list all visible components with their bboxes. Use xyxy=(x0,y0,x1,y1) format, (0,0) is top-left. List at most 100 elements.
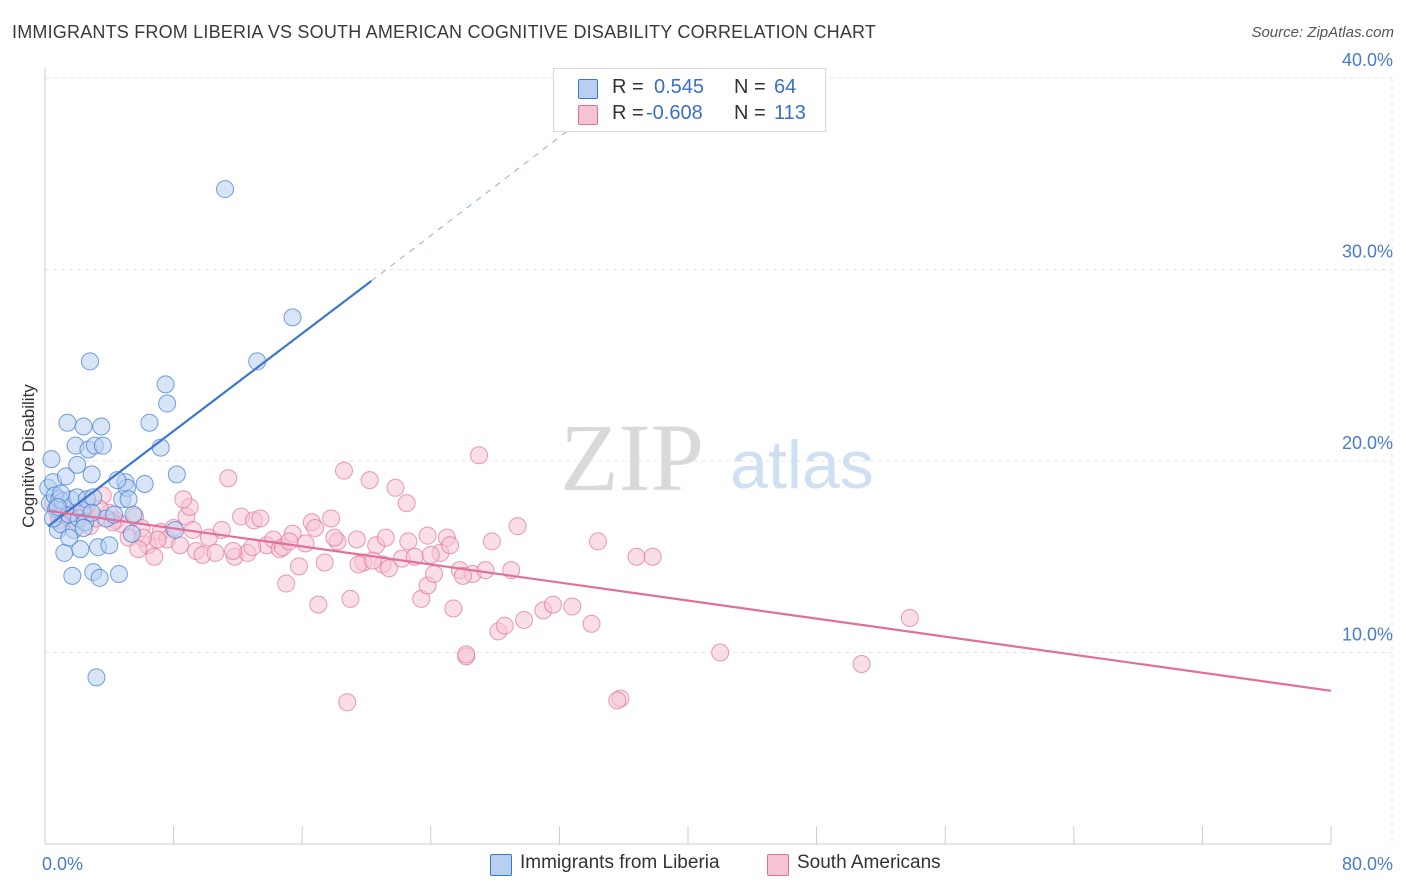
legend-r-label: R = xyxy=(612,76,644,98)
liberia-point xyxy=(109,564,128,583)
south-american-point xyxy=(627,547,646,566)
chart-title: IMMIGRANTS FROM LIBERIA VS SOUTH AMERICA… xyxy=(12,22,877,42)
liberia-point xyxy=(135,474,154,493)
south-american-point xyxy=(441,536,460,555)
south-american-point xyxy=(563,597,582,616)
liberia-point xyxy=(167,465,186,484)
liberia-point xyxy=(283,308,302,327)
liberia-point xyxy=(119,490,138,509)
liberia-point xyxy=(90,568,109,587)
tick-labels: 10.0% 20.0% 30.0% 40.0% 0.0% 80.0% xyxy=(42,50,1393,874)
legend-r-value: 0.545 xyxy=(654,76,705,98)
y-axis-label: Cognitive Disability xyxy=(19,384,38,528)
y-tick-label: 40.0% xyxy=(1342,50,1393,70)
south-american-point xyxy=(418,526,437,545)
legend-r-label: R = xyxy=(612,102,644,124)
south-american-point xyxy=(588,532,607,551)
liberia-point xyxy=(58,413,77,432)
liberia-point xyxy=(140,413,159,432)
south-american-point xyxy=(306,519,325,538)
y-tick-label: 30.0% xyxy=(1342,242,1393,262)
liberia-point xyxy=(82,465,101,484)
liberia-trend-extension xyxy=(371,112,592,282)
legend-r-value: -0.608 xyxy=(646,102,703,124)
watermark-zip: ZIP xyxy=(560,404,704,511)
liberia-point xyxy=(216,180,235,199)
south-american-point xyxy=(347,530,366,549)
bottom-legend-label: South Americans xyxy=(797,852,941,873)
liberia-point xyxy=(42,450,61,469)
liberia-point xyxy=(56,467,75,486)
y-tick-label: 20.0% xyxy=(1342,433,1393,453)
liberia-point xyxy=(63,566,82,585)
south-american-point xyxy=(174,490,193,509)
south-american-point xyxy=(852,654,871,673)
liberia-point xyxy=(74,519,93,538)
south-american-point xyxy=(399,532,418,551)
liberia-point xyxy=(124,505,143,524)
legend-swatch-pink xyxy=(578,105,598,125)
liberia-point xyxy=(68,455,87,474)
south-american-point xyxy=(380,559,399,578)
legend-n-label: N = xyxy=(734,76,766,98)
y-tick-label: 10.0% xyxy=(1342,625,1393,645)
liberia-point xyxy=(93,436,112,455)
south-american-point xyxy=(582,614,601,633)
south-american-point xyxy=(129,540,148,559)
bottom-legend-swatch-blue xyxy=(490,854,512,876)
south-american-point xyxy=(334,461,353,480)
south-american-point xyxy=(643,547,662,566)
south-american-point xyxy=(280,532,299,551)
south-american-point xyxy=(515,610,534,629)
south-american-point xyxy=(341,589,360,608)
legend-row-south-americans: R = -0.608 N = 113 xyxy=(554,101,825,127)
liberia-point xyxy=(158,394,177,413)
south-american-point xyxy=(425,564,444,583)
bottom-legend-label: Immigrants from Liberia xyxy=(520,852,720,873)
bottom-legend-swatch-pink xyxy=(767,854,789,876)
south-american-point xyxy=(296,534,315,553)
legend-row-liberia: R = 0.545 N = 64 xyxy=(554,75,825,101)
watermark-atlas: atlas xyxy=(730,427,874,503)
gridlines xyxy=(45,77,1393,844)
south-american-point xyxy=(397,494,416,513)
south-american-point xyxy=(251,509,270,528)
south-american-point xyxy=(219,469,238,488)
liberia-point xyxy=(87,668,106,687)
south-american-point xyxy=(386,478,405,497)
liberia-points xyxy=(39,180,302,687)
south-american-point xyxy=(476,561,495,580)
south-american-point xyxy=(543,595,562,614)
liberia-point xyxy=(100,536,119,555)
south-american-point xyxy=(145,547,164,566)
liberia-point xyxy=(60,528,79,547)
legend-swatch-blue xyxy=(578,79,598,99)
south-american-point xyxy=(325,528,344,547)
south-american-point xyxy=(608,691,627,710)
south-american-point xyxy=(309,595,328,614)
liberia-point xyxy=(55,543,74,562)
south-american-point xyxy=(171,536,190,555)
south-american-point xyxy=(421,545,440,564)
south-american-point xyxy=(376,528,395,547)
south-american-point xyxy=(453,566,472,585)
south-american-point xyxy=(457,645,476,664)
south-american-point xyxy=(482,532,501,551)
south-american-point xyxy=(470,446,489,465)
south-american-point xyxy=(495,616,514,635)
liberia-point xyxy=(122,524,141,543)
south-american-point xyxy=(322,509,341,528)
watermark: ZIP atlas xyxy=(560,404,874,511)
south-american-point xyxy=(289,557,308,576)
south-american-point xyxy=(206,543,225,562)
x-tick-label-max: 80.0% xyxy=(1342,854,1393,874)
x-tick-label-min: 0.0% xyxy=(42,854,83,874)
liberia-point xyxy=(156,375,175,394)
liberia-trend-line xyxy=(47,280,372,527)
stats-legend: R = 0.545 N = 64 R = -0.608 N = 113 xyxy=(553,68,826,132)
liberia-point xyxy=(71,540,90,559)
south-americans-trend-line xyxy=(48,509,1332,692)
south-american-point xyxy=(711,643,730,662)
south-american-point xyxy=(360,471,379,490)
